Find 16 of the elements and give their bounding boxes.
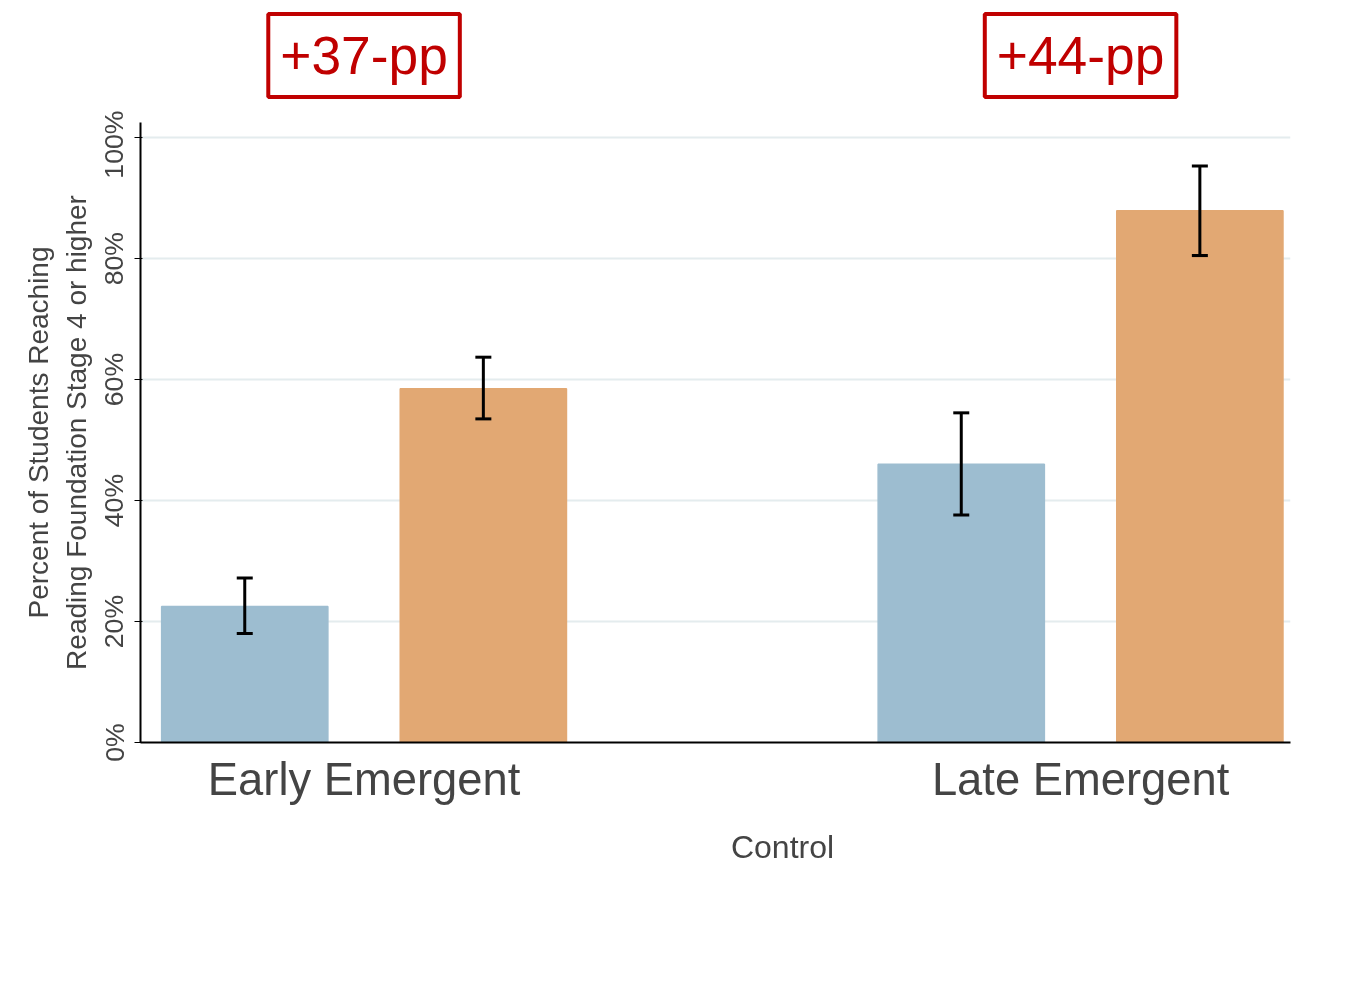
bar — [160, 605, 329, 743]
x-tick-label: Early Emergent — [207, 753, 521, 805]
y-tick-label: 80% — [99, 231, 130, 286]
y-tick-label: 40% — [99, 473, 130, 528]
y-tick-label: 100% — [99, 110, 130, 179]
bar — [877, 463, 1046, 743]
y-tick-label: 20% — [99, 594, 130, 649]
y-tick-label: 60% — [99, 352, 130, 407]
text: +44-pp — [996, 26, 1165, 85]
text: +37-pp — [280, 26, 448, 85]
y-axis-title: Percent of Students Reaching Reading Foundation Stage 4 or higher — [23, 195, 92, 670]
y-tick-label: 0% — [99, 723, 130, 762]
text: Control — [730, 828, 835, 866]
x-tick-label: Late Emergent — [931, 753, 1230, 805]
bar — [399, 387, 568, 743]
bar — [1116, 210, 1284, 743]
